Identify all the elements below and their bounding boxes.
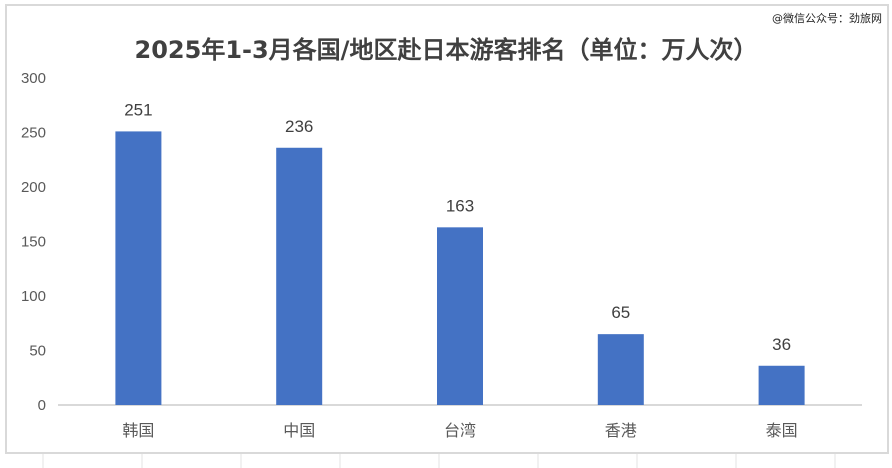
bar-3[interactable] [597,334,644,405]
y-tick-label: 300 [21,70,46,87]
x-tick-label: 中国 [283,421,315,440]
bar-2[interactable] [437,227,483,405]
y-tick-label: 100 [21,288,46,305]
data-label: 163 [446,196,474,215]
x-tick-label: 香港 [605,421,637,440]
bar-4[interactable] [758,365,805,405]
watermark: @微信公众号：劲旅网 [772,10,882,26]
bar-0[interactable] [115,131,162,405]
y-tick-label: 0 [38,397,46,414]
data-label: 36 [772,335,791,354]
y-tick-label: 50 [29,343,46,360]
x-tick-label: 台湾 [444,421,476,440]
bar-1[interactable] [276,147,323,405]
y-tick-label: 150 [21,234,46,251]
data-label: 251 [124,100,152,119]
x-tick-label: 泰国 [766,421,798,440]
y-tick-label: 200 [21,179,46,196]
y-tick-label: 250 [21,125,46,142]
data-label: 65 [611,303,630,322]
chart-title: 2025年1-3月各国/地区赴日本游客排名（单位：万人次） [134,36,758,64]
data-label: 236 [285,117,313,136]
x-tick-label: 韩国 [122,421,154,440]
